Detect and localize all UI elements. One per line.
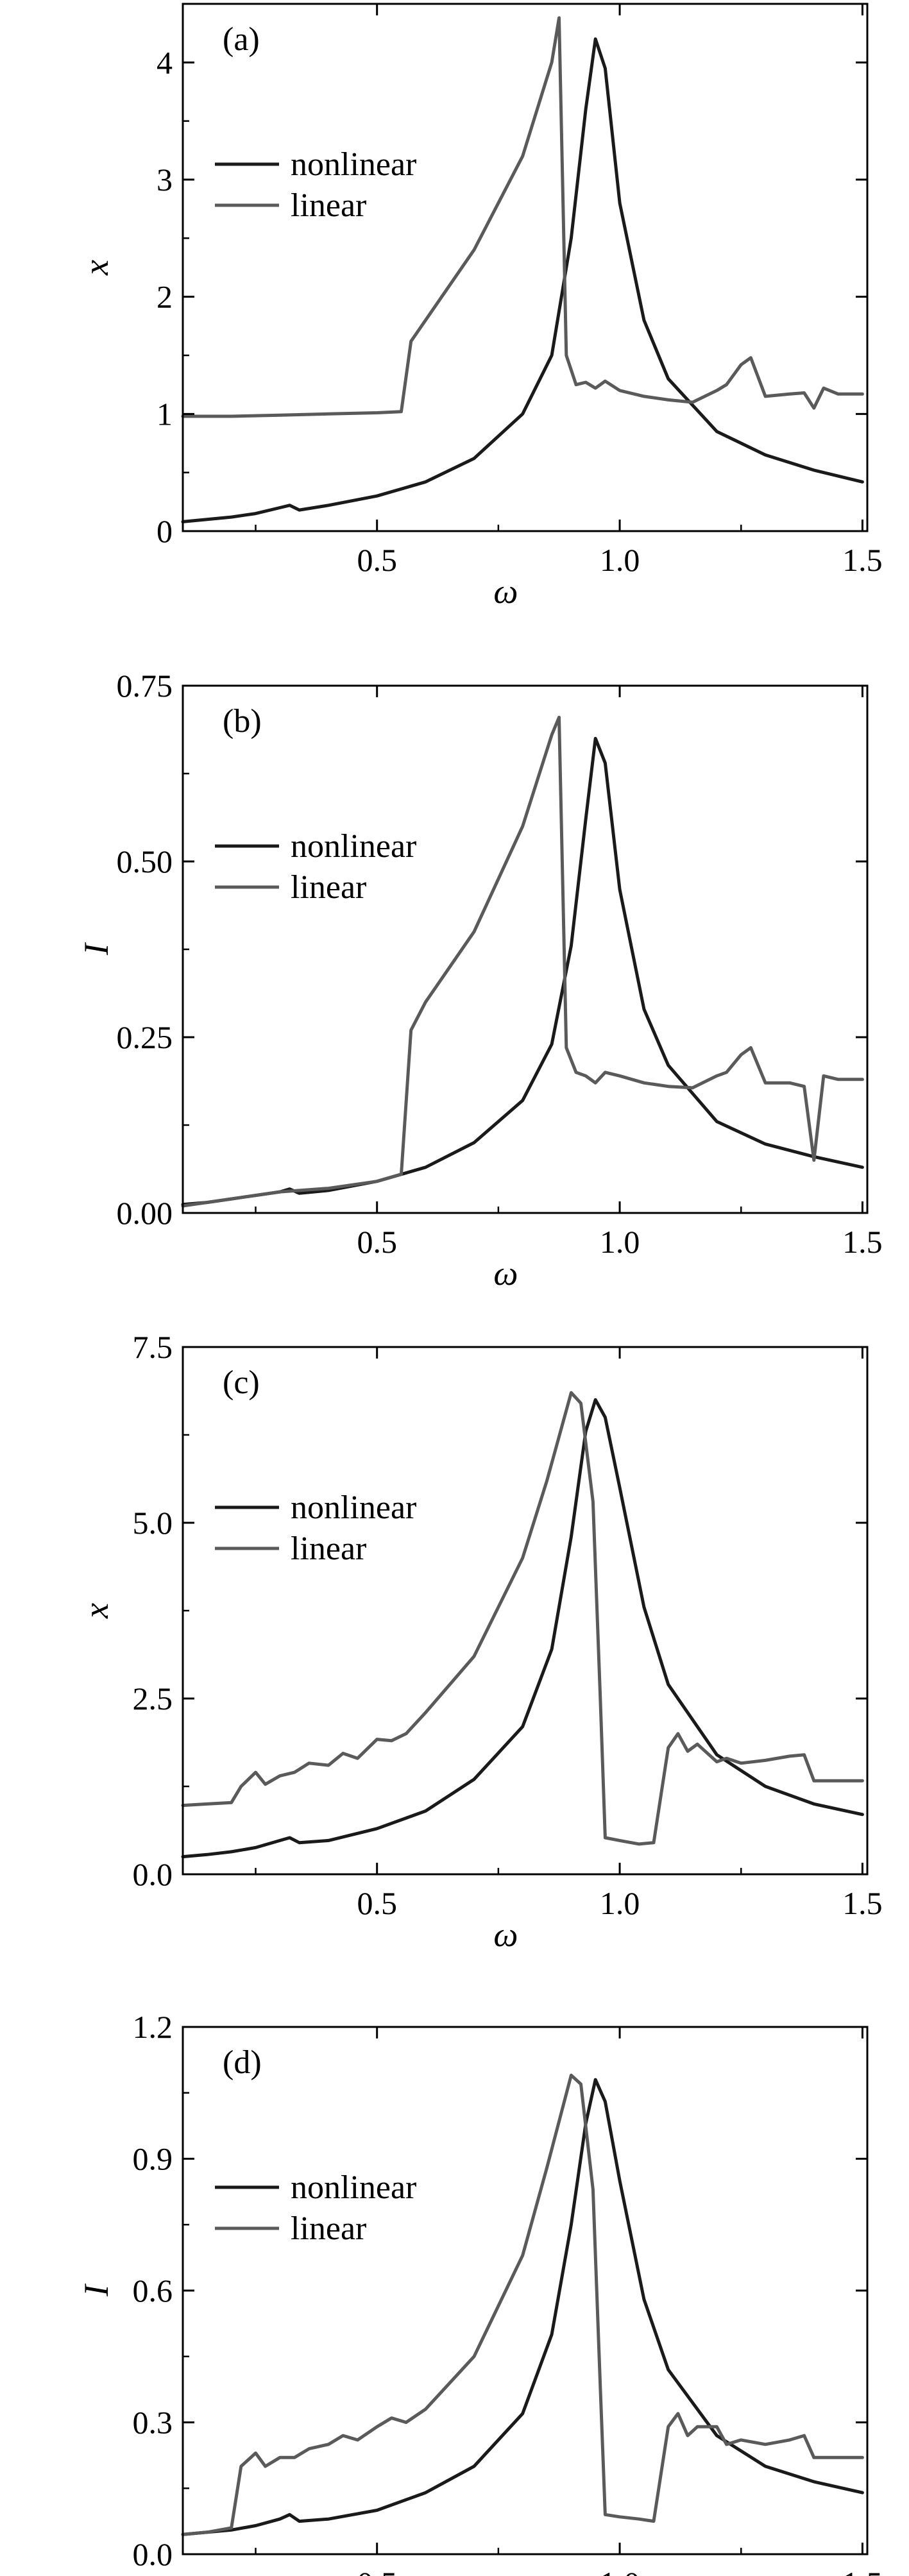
- x-tick-label: 0.5: [357, 1224, 397, 1260]
- y-axis-label: x: [77, 260, 115, 276]
- legend-label-nonlinear: nonlinear: [291, 146, 416, 183]
- x-axis-label: ω: [493, 1915, 518, 1954]
- x-tick-label: 1.5: [842, 542, 883, 578]
- x-tick-label: 1.0: [600, 1224, 640, 1260]
- y-tick-label: 3: [157, 162, 173, 198]
- legend: nonlinear linear: [215, 146, 416, 224]
- x-tick-label: 0.5: [357, 542, 397, 578]
- legend-label-nonlinear: nonlinear: [291, 2169, 416, 2206]
- y-tick-label: 0.0: [133, 2536, 173, 2572]
- y-tick-label: 0.6: [133, 2273, 173, 2309]
- y-tick-label: 7.5: [133, 1329, 173, 1365]
- y-tick-label: 0.0: [133, 1856, 173, 1892]
- series-line-linear: [181, 715, 864, 1208]
- y-axis-label: I: [77, 2283, 115, 2297]
- panel-b: 0.5 1.0 1.5 0.00 0.25 0.50 0.75 ω I (b) nonlinear l…: [77, 668, 883, 1292]
- series-line-linear: [181, 1391, 864, 1846]
- y-tick-label: 0.9: [133, 2141, 173, 2177]
- y-tick-label: 5.0: [133, 1505, 173, 1541]
- x-axis-label: ω: [493, 1254, 518, 1292]
- series-line-nonlinear: [181, 2078, 864, 2536]
- legend-label-linear: linear: [291, 869, 366, 906]
- panel-label: (c): [223, 1364, 260, 1401]
- series-group: [181, 2073, 864, 2536]
- series-line-nonlinear: [181, 37, 864, 523]
- legend-label-nonlinear: nonlinear: [291, 1489, 416, 1526]
- legend: nonlinear linear: [215, 2169, 416, 2247]
- y-tick-label: 0.3: [133, 2405, 173, 2441]
- x-tick-label: 1.0: [600, 2565, 640, 2576]
- y-tick-label: 0.25: [117, 1019, 173, 1055]
- x-tick-label: 0.5: [357, 2565, 397, 2576]
- legend-label-linear: linear: [291, 1530, 366, 1567]
- panel-c: 0.5 1.0 1.5 0.0 2.5 5.0 7.5 ω x (c) nonlinear linea…: [77, 1329, 883, 1954]
- x-tick-label: 0.5: [357, 1885, 397, 1921]
- series-group: [181, 1391, 864, 1859]
- y-tick-label: 2.5: [133, 1681, 173, 1716]
- legend-label-nonlinear: nonlinear: [291, 828, 416, 865]
- legend-label-linear: linear: [291, 187, 366, 224]
- y-tick-label: 4: [157, 44, 173, 80]
- panel-d: 0.51.01.50.00.30.60.91.2ωI(d)nonlinearli…: [77, 2009, 883, 2576]
- panel-label: (a): [223, 21, 260, 58]
- series-group: [181, 16, 864, 523]
- x-tick-label: 1.5: [842, 1224, 883, 1260]
- x-tick-label: 1.0: [600, 542, 640, 578]
- x-tick-label: 1.5: [842, 1885, 883, 1921]
- y-tick-label: 0.00: [117, 1195, 173, 1231]
- y-axis-label: I: [77, 942, 115, 956]
- panel-a: 0.5 1.0 1.5 0 1 2 3 4 ω x (a) nonlinear linear: [77, 3, 883, 611]
- y-tick-label: 1: [157, 396, 173, 432]
- series-group: [181, 715, 864, 1208]
- series-line-linear: [181, 2073, 864, 2536]
- x-tick-label: 1.5: [842, 2565, 883, 2576]
- y-tick-label: 0.50: [117, 843, 173, 879]
- panel-label: (d): [223, 2044, 262, 2081]
- legend: nonlinear linear: [215, 1489, 416, 1567]
- y-tick-label: 2: [157, 279, 173, 315]
- y-tick-label: 1.2: [133, 2009, 173, 2045]
- legend: nonlinear linear: [215, 828, 416, 906]
- axes-frame: [182, 3, 869, 532]
- y-tick-label: 0: [157, 513, 173, 549]
- x-axis-label: ω: [493, 572, 518, 611]
- x-tick-label: 1.0: [600, 1885, 640, 1921]
- y-axis-label: x: [77, 1603, 115, 1619]
- y-tick-label: 0.75: [117, 668, 173, 704]
- series-line-linear: [181, 16, 864, 418]
- series-line-nonlinear: [181, 1398, 864, 1859]
- panel-label: (b): [223, 703, 262, 740]
- legend-label-linear: linear: [291, 2210, 366, 2247]
